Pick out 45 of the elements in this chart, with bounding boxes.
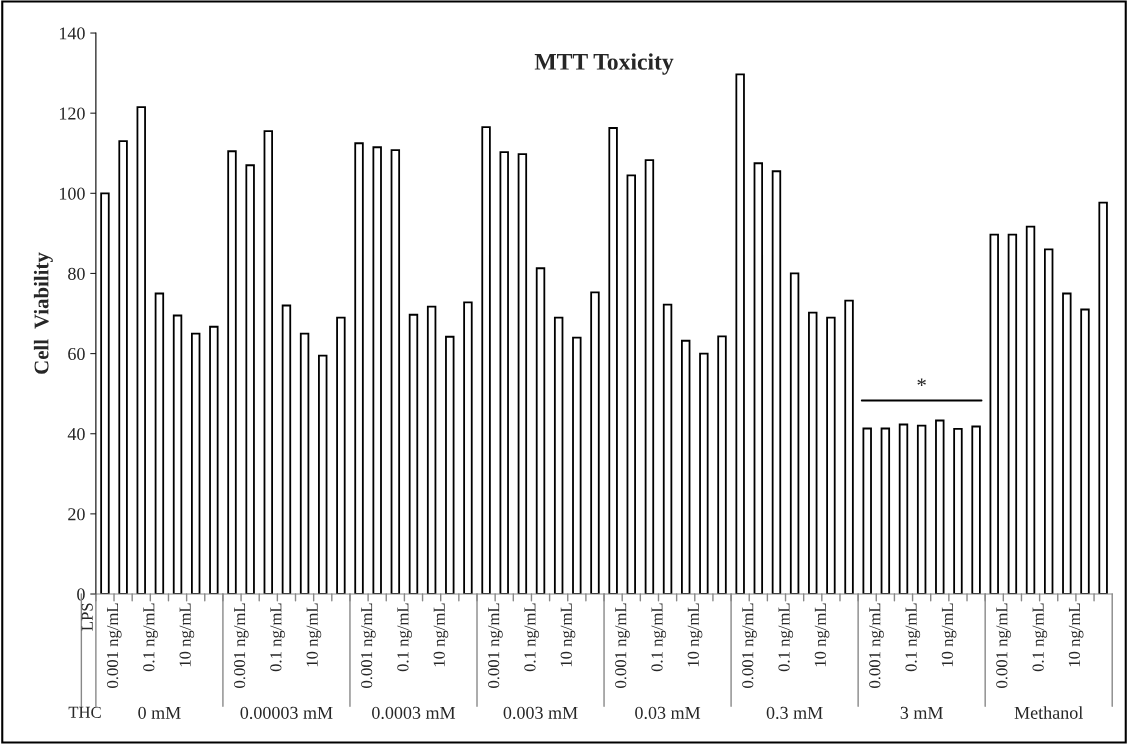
x-tick-label: 0.001 ng/mL — [742, 603, 757, 688]
x-tick-label: 10 ng/mL — [941, 603, 957, 667]
y-tick-label: 0 — [77, 588, 85, 601]
x-tick-label: 0.1 ng/mL — [524, 603, 540, 672]
x-tick-label: 0.1 ng/mL — [143, 603, 158, 672]
text: MTT Toxicity — [534, 53, 674, 75]
x-tick-label: 0.1 ng/mL — [397, 603, 412, 672]
x-tick-label: 0.001 ng/mL — [615, 603, 630, 688]
x-tick-label: 0.001 ng/mL — [233, 603, 249, 688]
x-tick-label: 0.001 ng/mL — [996, 603, 1011, 688]
x-tick-label: 0.1 ng/mL — [778, 603, 794, 672]
x-tick-label: 10 ng/mL — [1068, 603, 1084, 667]
x-tick-label: 10 ng/mL — [687, 603, 703, 667]
x-tick-label: 10 ng/mL — [306, 603, 322, 667]
x-tick-label: 10 ng/mL — [814, 603, 830, 667]
x-tick-label: 10 ng/mL — [179, 603, 195, 667]
x-tick-label: 10 ng/mL — [433, 603, 449, 667]
x-tick-label: 0.001 ng/mL — [869, 603, 884, 688]
y-tick-label: 100 — [59, 187, 85, 200]
text: Methanol — [1014, 706, 1083, 719]
y-tick-label: 20 — [68, 508, 85, 521]
x-tick-label: 0.001 ng/mL — [488, 603, 503, 688]
text: 0.0003 mM — [372, 706, 456, 719]
x-tick-label: 10 ng/mL — [560, 603, 576, 667]
y-axis-title: Cell Viability — [33, 252, 53, 374]
y-tick-label: 40 — [67, 427, 85, 441]
x-tick-label: 0.001 ng/mL — [360, 603, 376, 688]
text: THC — [68, 706, 101, 718]
x-tick-label: 0.1 ng/mL — [651, 603, 667, 672]
text: 0 mM — [138, 706, 181, 719]
text: 0.00003 mM — [240, 706, 333, 719]
text: LPS — [81, 603, 93, 631]
x-tick-label: 0.1 ng/mL — [1032, 603, 1048, 672]
text: 0.03 mM — [635, 706, 701, 719]
x-tick-label: 0.1 ng/mL — [270, 603, 285, 672]
y-tick-label: 60 — [68, 347, 85, 361]
y-tick-label: 80 — [68, 267, 85, 280]
x-tick-label: 0.001 ng/mL — [106, 603, 122, 688]
text: 0.3 mM — [766, 706, 823, 719]
text: 0.003 mM — [503, 706, 578, 719]
x-tick-label: 0.1 ng/mL — [905, 603, 921, 672]
annotation: * — [917, 378, 926, 387]
text: 3 mM — [900, 706, 943, 719]
y-tick-label: 140 — [59, 27, 85, 40]
y-tick-label: 120 — [59, 107, 85, 120]
